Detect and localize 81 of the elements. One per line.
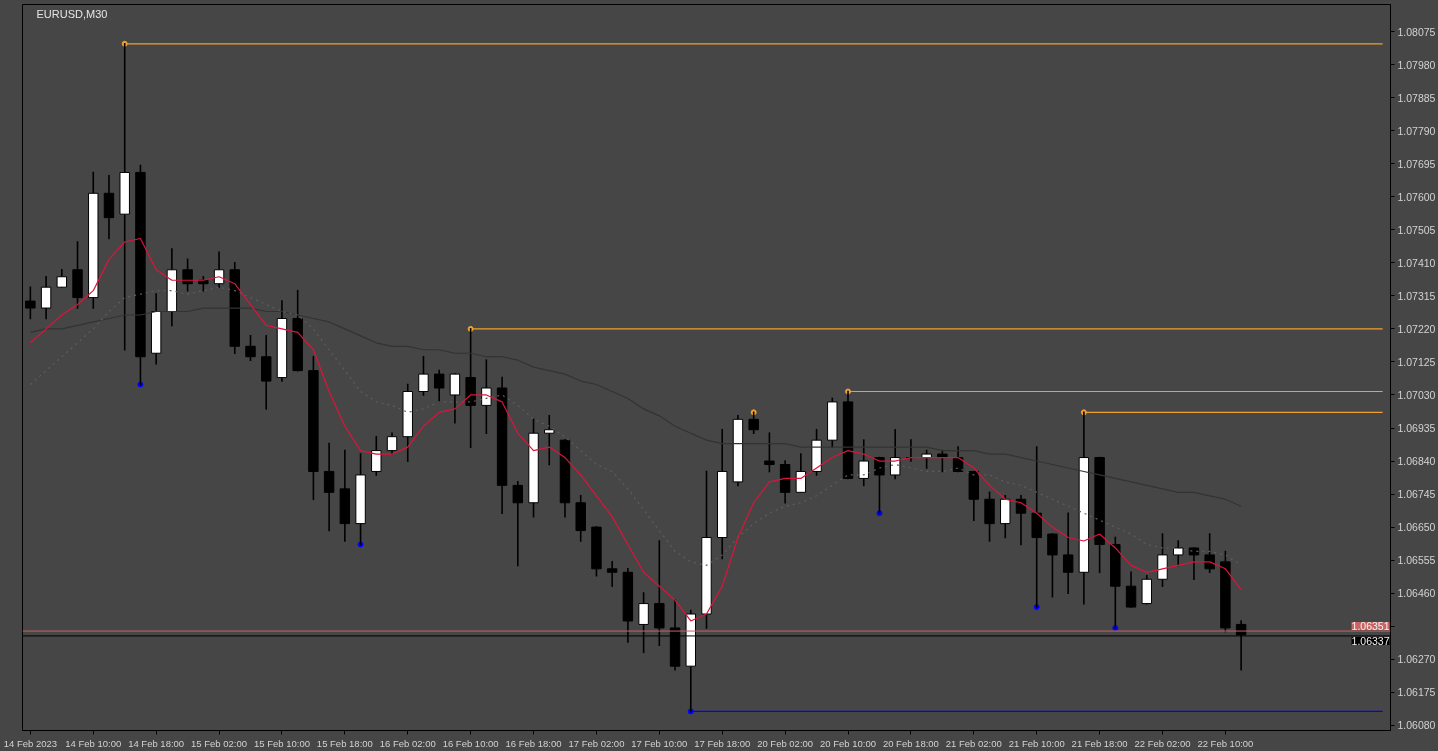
- candlestick: [40, 275, 52, 320]
- x-tick-label: 22 Feb 10:00: [1197, 737, 1254, 749]
- y-tick-label: 1.06555: [1397, 554, 1436, 567]
- y-tick-label: 1.06175: [1397, 686, 1436, 699]
- candlestick: [1125, 571, 1137, 608]
- candlestick: [606, 561, 618, 587]
- candlestick: [874, 456, 885, 514]
- x-tick-label: 21 Feb 02:00: [945, 737, 1002, 749]
- point: [750, 409, 757, 416]
- candlestick: [889, 428, 901, 480]
- candlestick: [1173, 540, 1184, 567]
- y-tick-label: 1.06080: [1397, 719, 1436, 732]
- candlestick: [1062, 512, 1074, 594]
- x-tick-label: 14 Feb 10:00: [65, 737, 122, 749]
- candlestick: [418, 355, 429, 396]
- x-tick-label: 20 Feb 18:00: [882, 737, 939, 749]
- point: [1033, 604, 1040, 611]
- y-tick-label: 1.07125: [1397, 355, 1436, 368]
- point: [1080, 409, 1087, 416]
- candlestick: [386, 432, 398, 455]
- x-tick-label: 20 Feb 10:00: [820, 737, 877, 749]
- x-tick-label: 21 Feb 18:00: [1071, 737, 1128, 749]
- ref-line-label: 1.06351: [1351, 620, 1390, 633]
- line-series: [29, 307, 1242, 507]
- y-tick-label: 1.06460: [1397, 587, 1436, 600]
- candlestick: [748, 411, 759, 435]
- y-tick-label: 1.07600: [1397, 190, 1436, 203]
- y-tick-label: 1.07790: [1397, 124, 1436, 137]
- y-tick-label: 1.06270: [1397, 653, 1436, 666]
- candlestick: [512, 481, 524, 567]
- candlestick: [371, 435, 382, 476]
- point: [845, 388, 852, 395]
- y-tick-label: 1.07885: [1397, 91, 1436, 104]
- point: [876, 510, 883, 517]
- y-tick-label: 1.07030: [1397, 388, 1436, 401]
- x-tick-label: 15 Feb 02:00: [191, 737, 248, 749]
- candlestick: [1047, 533, 1058, 598]
- y-tick-label: 1.06745: [1397, 488, 1436, 501]
- candlestick: [25, 286, 36, 320]
- x-tick-label: 17 Feb 10:00: [631, 737, 688, 749]
- line-series: [29, 237, 1242, 622]
- x-tick-label: 17 Feb 02:00: [568, 737, 625, 749]
- y-tick-label: 1.07980: [1397, 58, 1436, 71]
- candlestick: [795, 453, 807, 494]
- y-tick-label: 1.06650: [1397, 521, 1436, 534]
- x-tick-label: 15 Feb 18:00: [316, 737, 373, 749]
- point: [1112, 624, 1119, 631]
- candlestick: [433, 369, 445, 403]
- x-tick-label: 14 Feb 2023: [3, 737, 58, 749]
- x-tick-label: 20 Feb 02:00: [757, 737, 814, 749]
- candlestick: [449, 373, 461, 424]
- x-tick-label: 21 Feb 10:00: [1008, 737, 1065, 749]
- y-tick-label: 1.07695: [1397, 157, 1436, 170]
- point: [467, 325, 474, 332]
- x-tick-label: 14 Feb 18:00: [128, 737, 185, 749]
- candlestick: [544, 415, 555, 466]
- x-tick-label: 16 Feb 10:00: [442, 737, 499, 749]
- candlestick: [858, 439, 869, 487]
- candlestick: [182, 258, 193, 292]
- candlestick: [245, 335, 256, 361]
- candlestick: [323, 442, 335, 532]
- x-tick-label: 15 Feb 10:00: [253, 737, 310, 749]
- candlestick: [764, 432, 775, 473]
- y-tick-label: 1.07505: [1397, 223, 1436, 236]
- x-tick-label: 16 Feb 18:00: [505, 737, 562, 749]
- x-tick-label: 22 Feb 02:00: [1134, 737, 1191, 749]
- point: [357, 541, 364, 548]
- y-tick-label: 1.07220: [1397, 322, 1436, 335]
- chart-title: EURUSD,M30: [36, 7, 108, 20]
- ref-line-label: 1.06337: [1351, 634, 1390, 647]
- y-tick-label: 1.07315: [1397, 289, 1436, 302]
- y-tick-label: 1.06935: [1397, 422, 1436, 434]
- point: [137, 381, 144, 388]
- x-tick-label: 16 Feb 02:00: [379, 737, 436, 749]
- x-tick-label: 17 Feb 18:00: [694, 737, 751, 749]
- y-tick-label: 1.08075: [1397, 25, 1436, 38]
- y-tick-label: 1.06840: [1397, 455, 1436, 468]
- y-tick-label: 1.07410: [1397, 256, 1436, 269]
- candlestick: [1204, 533, 1215, 574]
- candlestick: [481, 359, 492, 435]
- candlestick: [1188, 547, 1200, 581]
